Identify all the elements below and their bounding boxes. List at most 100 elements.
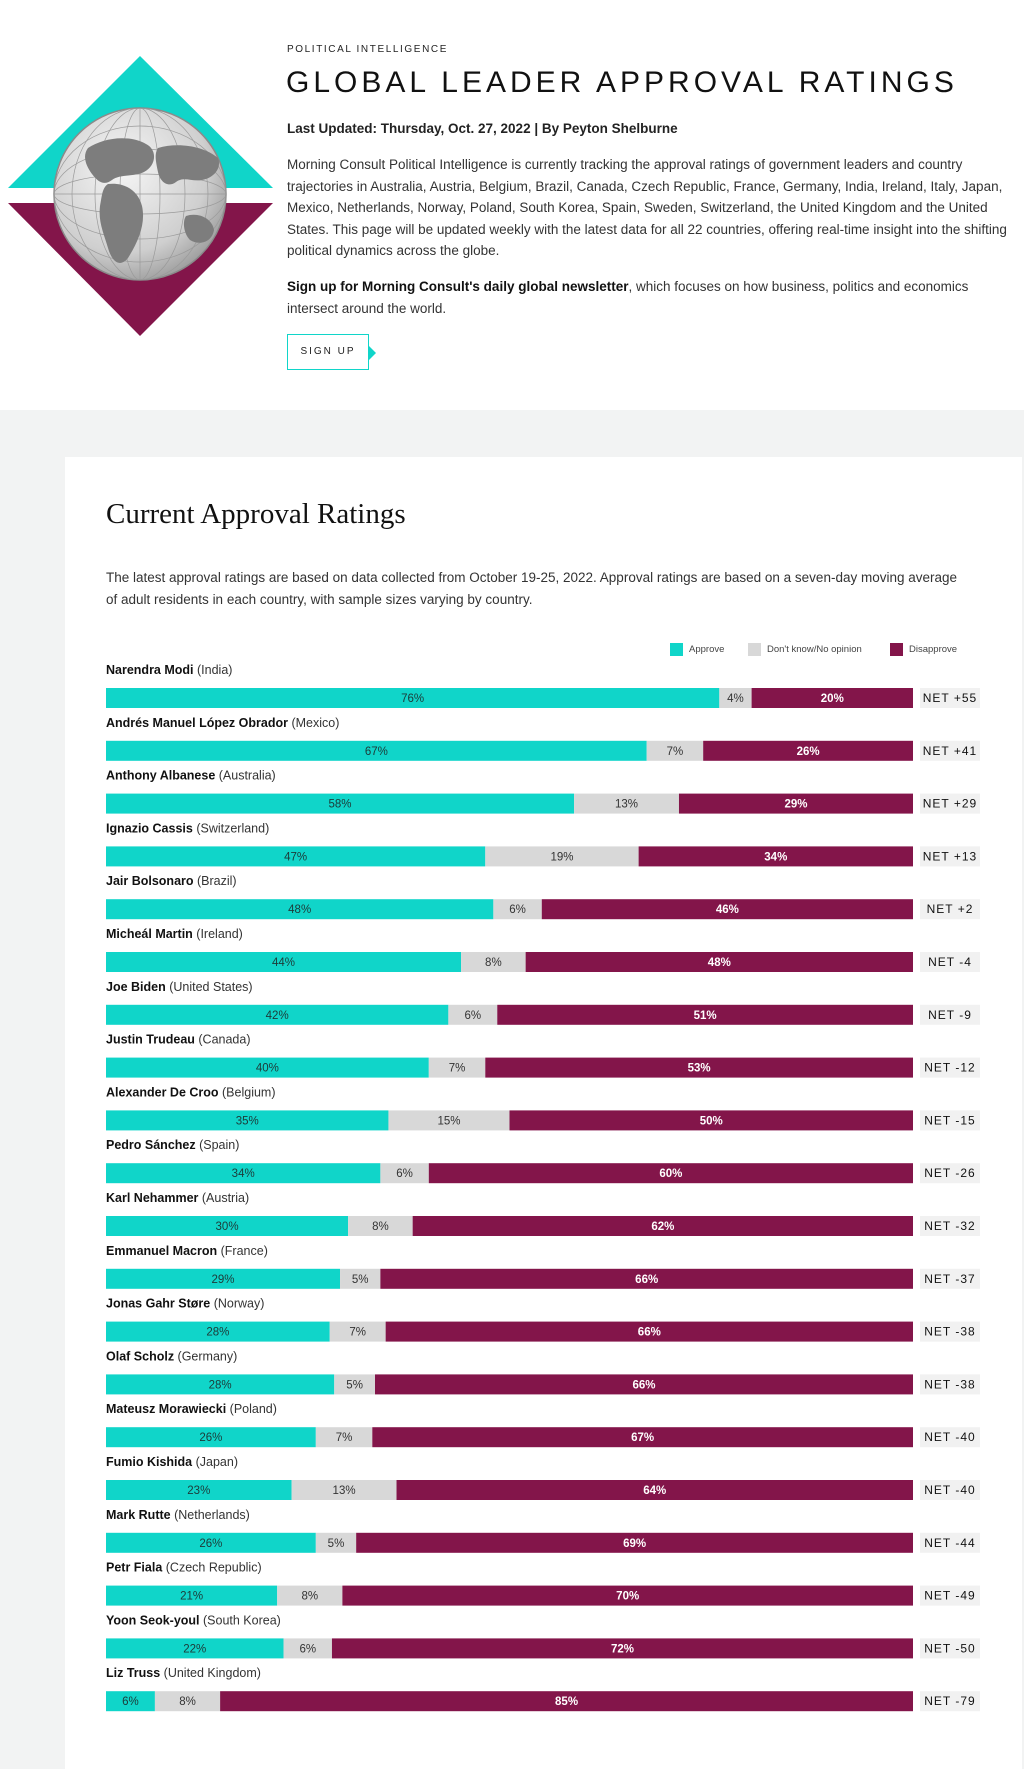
- bar-label-approve: 23%: [187, 1485, 210, 1497]
- leader-label: Anthony Albanese (Australia): [106, 769, 276, 783]
- leader-name: Ignazio Cassis: [106, 821, 196, 835]
- leader-name: Olaf Scholz: [106, 1349, 178, 1363]
- bar-label-neutral: 19%: [550, 851, 573, 863]
- bar-label-disapprove: 50%: [700, 1115, 723, 1127]
- bar-label-neutral: 13%: [615, 799, 638, 811]
- bar-neutral: [574, 793, 679, 814]
- bar-label-disapprove: 72%: [611, 1643, 634, 1655]
- leader-country: (Poland): [230, 1402, 277, 1416]
- net-badge: [920, 793, 980, 814]
- leader-label: Ignazio Cassis (Switzerland): [106, 821, 269, 835]
- leader-country: (Ireland): [196, 927, 243, 941]
- bar-label-neutral: 7%: [667, 746, 684, 758]
- bar-disapprove: [497, 1004, 913, 1025]
- net-label: NET -38: [924, 1377, 975, 1391]
- bar-label-neutral: 7%: [449, 1063, 466, 1075]
- leader-country: (Germany): [178, 1349, 238, 1363]
- bar-neutral: [283, 1638, 332, 1659]
- leader-name: Pedro Sánchez: [106, 1138, 199, 1152]
- bar-neutral: [388, 1110, 510, 1131]
- bar-label-approve: 47%: [284, 851, 307, 863]
- leader-name: Karl Nehammer: [106, 1191, 202, 1205]
- leader-name: Jair Bolsonaro: [106, 874, 197, 888]
- bar-label-approve: 44%: [272, 957, 295, 969]
- net-label: NET -32: [924, 1219, 975, 1233]
- leader-name: Justin Trudeau: [106, 1033, 198, 1047]
- section-title: Current Approval Ratings: [106, 498, 406, 530]
- bar-neutral: [646, 740, 704, 761]
- net-label: NET -79: [924, 1694, 975, 1708]
- bar-label-neutral: 5%: [352, 1274, 369, 1286]
- bar-label-disapprove: 26%: [797, 746, 820, 758]
- net-badge: [920, 1110, 980, 1131]
- leader-country: (Brazil): [197, 874, 237, 888]
- bar-label-neutral: 15%: [437, 1115, 460, 1127]
- net-label: NET -12: [924, 1061, 975, 1075]
- net-badge: [920, 1427, 980, 1448]
- bar-label-disapprove: 70%: [616, 1591, 639, 1603]
- bar-disapprove: [751, 688, 913, 708]
- last-updated: Last Updated: Thursday, Oct. 27, 2022 | …: [287, 121, 678, 136]
- leader-country: (Japan): [196, 1455, 238, 1469]
- newsletter-paragraph: Sign up for Morning Consult's daily glob…: [287, 276, 1017, 319]
- bar-label-neutral: 6%: [509, 904, 526, 916]
- bar-approve: [106, 688, 720, 708]
- bar-label-approve: 58%: [329, 799, 352, 811]
- bar-neutral: [493, 899, 542, 920]
- legend-neutral-label: Don't know/No opinion: [767, 644, 862, 655]
- leader-label: Pedro Sánchez (Spain): [106, 1138, 239, 1152]
- bar-label-approve: 21%: [180, 1591, 203, 1603]
- newsletter-rest: , which focuses on how business, politic…: [287, 279, 969, 316]
- bar-disapprove: [703, 740, 913, 761]
- bar-label-disapprove: 20%: [821, 693, 844, 705]
- leader-label: Emmanuel Macron (France): [106, 1244, 268, 1258]
- bar-label-approve: 76%: [401, 693, 424, 705]
- net-label: NET -9: [928, 1008, 972, 1022]
- bar-label-approve: 22%: [183, 1643, 206, 1655]
- bar-label-disapprove: 51%: [694, 1010, 717, 1022]
- newsletter-link[interactable]: Sign up for Morning Consult's daily glob…: [287, 279, 629, 294]
- bar-approve: [106, 1216, 349, 1236]
- sign-up-button[interactable]: SIGN UP: [287, 334, 369, 370]
- legend-neutral: Don't know/No opinion: [748, 643, 862, 656]
- leader-country: (Austria): [202, 1191, 249, 1205]
- bar-label-disapprove: 53%: [688, 1063, 711, 1075]
- net-label: NET -26: [924, 1166, 975, 1180]
- net-badge: [920, 1532, 980, 1553]
- net-label: NET +13: [923, 849, 977, 863]
- bar-disapprove: [485, 1057, 913, 1078]
- leader-name: Micheál Martin: [106, 927, 196, 941]
- bar-label-approve: 29%: [211, 1274, 234, 1286]
- leader-label: Narendra Modi (India): [106, 663, 232, 677]
- bar-neutral: [448, 1004, 498, 1025]
- leader-label: Liz Truss (United Kingdom): [106, 1666, 261, 1680]
- net-label: NET -50: [924, 1641, 975, 1655]
- net-badge: [920, 1268, 980, 1289]
- bar-label-approve: 30%: [216, 1221, 239, 1233]
- bar-label-neutral: 8%: [301, 1591, 318, 1603]
- bar-label-disapprove: 29%: [784, 799, 807, 811]
- leader-name: Alexander De Croo: [106, 1085, 222, 1099]
- net-label: NET +41: [923, 744, 977, 758]
- bar-label-approve: 28%: [206, 1327, 229, 1339]
- net-label: NET +29: [923, 797, 977, 811]
- bar-label-approve: 6%: [122, 1696, 139, 1708]
- bar-label-neutral: 4%: [727, 693, 744, 705]
- bar-label-approve: 35%: [236, 1115, 259, 1127]
- bar-disapprove: [428, 1163, 913, 1184]
- bar-approve: [106, 1057, 429, 1078]
- bar-neutral: [329, 1321, 386, 1342]
- leader-name: Joe Biden: [106, 980, 169, 994]
- bar-label-approve: 67%: [365, 746, 388, 758]
- bar-approve: [106, 1691, 155, 1712]
- net-label: NET -40: [924, 1483, 975, 1497]
- net-label: NET -49: [924, 1589, 975, 1603]
- bar-disapprove: [541, 899, 913, 920]
- bar-label-approve: 26%: [199, 1432, 222, 1444]
- leader-name: Petr Fiala: [106, 1561, 166, 1575]
- bar-neutral: [348, 1216, 413, 1236]
- arrow-right-icon: [369, 346, 376, 360]
- leader-label: Petr Fiala (Czech Republic): [106, 1561, 262, 1575]
- page-title: GLOBAL LEADER APPROVAL RATINGS: [286, 66, 958, 99]
- bar-disapprove: [375, 1374, 913, 1395]
